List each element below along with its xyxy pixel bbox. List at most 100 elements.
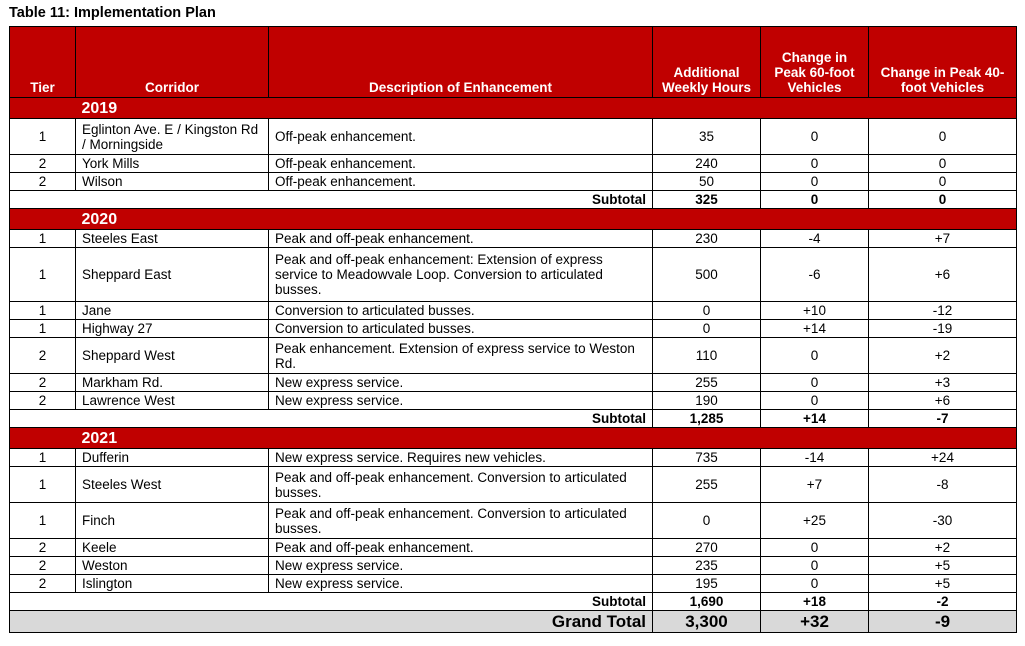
- corridor-cell: Weston: [75, 556, 269, 575]
- weekly-hours-cell: 235: [652, 556, 761, 575]
- table-row: 2 Wilson Off-peak enhancement. 50 0 0: [9, 172, 1017, 191]
- table-row: 1 Finch Peak and off-peak enhancement. Con…: [9, 502, 1017, 539]
- corridor-cell: Dufferin: [75, 448, 269, 467]
- tier-cell: 1: [9, 448, 76, 467]
- peak-40ft-cell: +2: [868, 337, 1017, 374]
- weekly-hours-cell: 195: [652, 574, 761, 593]
- peak-60ft-cell: 0: [760, 118, 869, 155]
- year-section-row: 2020: [9, 208, 1017, 230]
- grand-total-row: Grand Total 3,300 +32 -9: [9, 610, 1017, 633]
- table-row: 1 Jane Conversion to articulated busses. 0 +…: [9, 301, 1017, 320]
- tier-cell: 2: [9, 556, 76, 575]
- subtotal-peak-40ft: -2: [868, 592, 1017, 611]
- weekly-hours-cell: 255: [652, 466, 761, 503]
- year-spacer: [9, 97, 76, 119]
- subtotal-label: Subtotal: [9, 592, 653, 611]
- header-row: Tier Corridor Description of Enhancement…: [9, 26, 1017, 98]
- corridor-cell: Steeles East: [75, 229, 269, 248]
- corridor-cell: York Mills: [75, 154, 269, 173]
- table-row: 1 Steeles West Peak and off-peak enhanceme…: [9, 466, 1017, 503]
- tier-cell: 2: [9, 337, 76, 374]
- header-weekly-hours: Additional Weekly Hours: [652, 26, 761, 98]
- year-label: 2019: [75, 97, 1017, 119]
- weekly-hours-cell: 500: [652, 247, 761, 302]
- tier-cell: 1: [9, 466, 76, 503]
- peak-60ft-cell: +14: [760, 319, 869, 338]
- grand-total-peak-40ft: -9: [868, 610, 1017, 633]
- peak-60ft-cell: 0: [760, 373, 869, 392]
- subtotal-label: Subtotal: [9, 409, 653, 428]
- weekly-hours-cell: 270: [652, 538, 761, 557]
- description-cell: Peak and off-peak enhancement. Conversio…: [268, 502, 653, 539]
- peak-60ft-cell: 0: [760, 574, 869, 593]
- tier-cell: 1: [9, 229, 76, 248]
- header-tier: Tier: [9, 26, 76, 98]
- tier-cell: 2: [9, 391, 76, 410]
- peak-60ft-cell: +10: [760, 301, 869, 320]
- peak-40ft-cell: +24: [868, 448, 1017, 467]
- description-cell: Off-peak enhancement.: [268, 154, 653, 173]
- description-cell: Conversion to articulated busses.: [268, 301, 653, 320]
- corridor-cell: Sheppard East: [75, 247, 269, 302]
- peak-40ft-cell: -30: [868, 502, 1017, 539]
- peak-60ft-cell: 0: [760, 391, 869, 410]
- peak-60ft-cell: -4: [760, 229, 869, 248]
- year-label: 2020: [75, 208, 1017, 230]
- subtotal-hours: 1,285: [652, 409, 761, 428]
- weekly-hours-cell: 0: [652, 301, 761, 320]
- description-cell: Off-peak enhancement.: [268, 118, 653, 155]
- table-row: 1 Sheppard East Peak and off-peak enhancem…: [9, 247, 1017, 302]
- description-cell: Peak and off-peak enhancement: Extension…: [268, 247, 653, 302]
- implementation-plan-table: Tier Corridor Description of Enhancement…: [9, 26, 1017, 633]
- header-corridor: Corridor: [75, 26, 269, 98]
- table-row: 2 Keele Peak and off-peak enhancement. 270 0…: [9, 538, 1017, 557]
- weekly-hours-cell: 190: [652, 391, 761, 410]
- subtotal-hours: 1,690: [652, 592, 761, 611]
- table-title: Table 11: Implementation Plan: [9, 5, 216, 21]
- peak-40ft-cell: +5: [868, 556, 1017, 575]
- tier-cell: 2: [9, 154, 76, 173]
- corridor-cell: Eglinton Ave. E / Kingston Rd / Mornings…: [75, 118, 269, 155]
- year-spacer: [9, 427, 76, 449]
- grand-total-label: Grand Total: [9, 610, 653, 633]
- description-cell: Peak enhancement. Extension of express s…: [268, 337, 653, 374]
- tier-cell: 1: [9, 247, 76, 302]
- peak-60ft-cell: 0: [760, 538, 869, 557]
- description-cell: New express service.: [268, 556, 653, 575]
- peak-60ft-cell: +7: [760, 466, 869, 503]
- peak-60ft-cell: 0: [760, 556, 869, 575]
- year-label: 2021: [75, 427, 1017, 449]
- peak-40ft-cell: +5: [868, 574, 1017, 593]
- peak-40ft-cell: -12: [868, 301, 1017, 320]
- peak-40ft-cell: -8: [868, 466, 1017, 503]
- peak-60ft-cell: 0: [760, 154, 869, 173]
- table-row: 2 York Mills Off-peak enhancement. 240 0 0: [9, 154, 1017, 173]
- weekly-hours-cell: 735: [652, 448, 761, 467]
- table-row: 2 Sheppard West Peak enhancement. Extensio…: [9, 337, 1017, 374]
- description-cell: Peak and off-peak enhancement.: [268, 538, 653, 557]
- corridor-cell: Highway 27: [75, 319, 269, 338]
- subtotal-peak-60ft: 0: [760, 190, 869, 209]
- subtotal-peak-40ft: 0: [868, 190, 1017, 209]
- grand-total-hours: 3,300: [652, 610, 761, 633]
- description-cell: New express service.: [268, 391, 653, 410]
- tier-cell: 1: [9, 118, 76, 155]
- corridor-cell: Markham Rd.: [75, 373, 269, 392]
- peak-60ft-cell: 0: [760, 337, 869, 374]
- tier-cell: 2: [9, 172, 76, 191]
- table-row: 2 Markham Rd. New express service. 255 0 +3: [9, 373, 1017, 392]
- weekly-hours-cell: 110: [652, 337, 761, 374]
- description-cell: New express service. Requires new vehicl…: [268, 448, 653, 467]
- weekly-hours-cell: 0: [652, 319, 761, 338]
- header-description: Description of Enhancement: [268, 26, 653, 98]
- peak-40ft-cell: 0: [868, 172, 1017, 191]
- peak-40ft-cell: 0: [868, 154, 1017, 173]
- table-row: 2 Islington New express service. 195 0 +5: [9, 574, 1017, 593]
- subtotal-row: Subtotal 325 0 0: [9, 190, 1017, 209]
- table-row: 2 Lawrence West New express service. 190 0 +6: [9, 391, 1017, 410]
- peak-60ft-cell: -6: [760, 247, 869, 302]
- corridor-cell: Wilson: [75, 172, 269, 191]
- peak-40ft-cell: +6: [868, 391, 1017, 410]
- table-row: 1 Dufferin New express service. Requires n…: [9, 448, 1017, 467]
- description-cell: Off-peak enhancement.: [268, 172, 653, 191]
